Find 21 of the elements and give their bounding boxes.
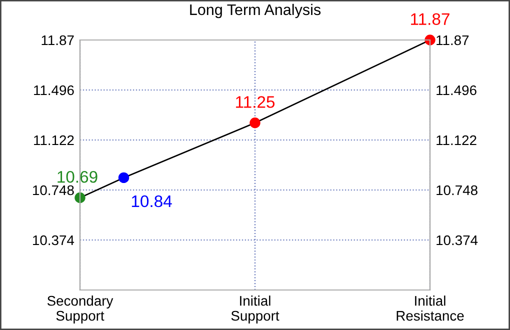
x-tick-label: Initial Support xyxy=(231,296,280,324)
y2-tick-label: 11.87 xyxy=(436,35,469,46)
y-tick-label: 10.748 xyxy=(33,185,74,196)
chart-title: Long Term Analysis xyxy=(190,4,321,18)
data-label: 11.87 xyxy=(411,13,450,26)
y-tick-label: 11.122 xyxy=(34,135,74,146)
y-tick-label: 11.496 xyxy=(34,85,74,96)
x-tick-label: Initial Resistance xyxy=(396,296,464,321)
point xyxy=(250,118,260,128)
data-label: 11.25 xyxy=(236,96,275,108)
y-tick-label: 11.87 xyxy=(42,35,74,46)
point xyxy=(118,172,130,184)
y2-tick-label: 11.496 xyxy=(436,85,476,96)
data-label: 10.69 xyxy=(58,170,98,183)
y2-tick-label: 10.748 xyxy=(436,185,478,196)
point xyxy=(74,192,86,204)
y2-tick-label: 11.122 xyxy=(436,135,476,146)
data-label: 10.84 xyxy=(132,195,172,208)
y2-tick-label: 10.374 xyxy=(436,235,478,246)
y-tick-label: 10.374 xyxy=(33,235,74,246)
x-tick-label: Secondary Support xyxy=(47,296,114,324)
